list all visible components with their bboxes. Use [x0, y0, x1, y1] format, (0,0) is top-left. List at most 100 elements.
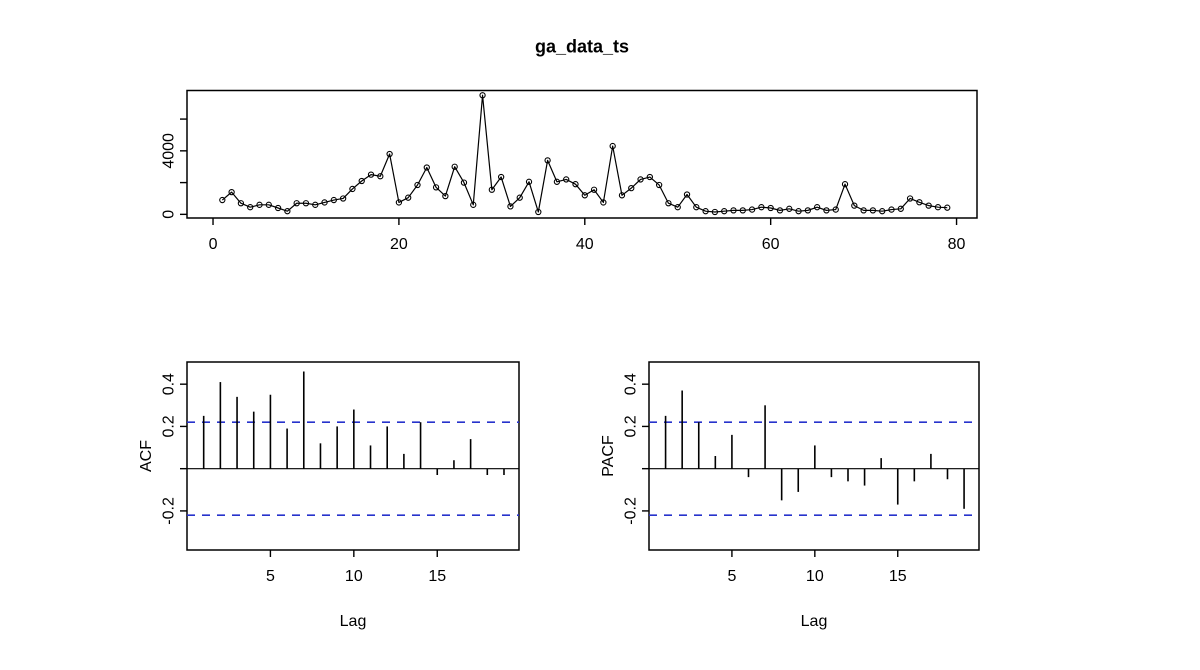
- plot-frame: [648, 361, 980, 551]
- data-point-marker: [535, 208, 542, 216]
- data-point-marker: [637, 176, 644, 183]
- pacf-y-axis-title: PACF: [600, 435, 617, 477]
- data-point-marker: [655, 181, 663, 189]
- data-point-marker: [367, 171, 375, 178]
- data-point-marker: [934, 204, 942, 211]
- data-point-marker: [841, 181, 849, 188]
- data-point-marker: [683, 191, 691, 198]
- data-point-marker: [405, 194, 412, 201]
- data-point-marker: [628, 184, 635, 192]
- data-point-marker: [497, 173, 505, 181]
- data-point-marker: [851, 202, 858, 209]
- data-point-marker: [693, 204, 700, 211]
- pacf-plot: 5 10 15 0.4 0.2 -0.2: [623, 361, 980, 585]
- data-point-marker: [395, 199, 403, 206]
- data-point-marker: [460, 179, 468, 186]
- data-point-marker: [377, 173, 384, 180]
- data-point-marker: [302, 200, 310, 207]
- data-point-marker: [442, 192, 449, 200]
- y-axis-tick-label: 0: [161, 210, 178, 219]
- data-point-marker: [423, 164, 430, 171]
- data-point-marker: [358, 177, 365, 185]
- data-point-marker: [479, 92, 486, 99]
- data-point-marker: [721, 208, 728, 215]
- y-axis-tick-label: -0.2: [623, 497, 640, 525]
- data-point-marker: [525, 178, 533, 185]
- data-point-marker: [386, 150, 393, 158]
- data-point-marker: [265, 201, 272, 208]
- data-point-marker: [739, 207, 746, 214]
- data-point-marker: [321, 199, 328, 206]
- data-point-marker: [730, 207, 737, 214]
- y-axis-tick-label: 0.4: [623, 373, 640, 395]
- data-point-marker: [581, 192, 588, 199]
- x-axis-tick-label: 20: [390, 236, 408, 253]
- data-point-marker: [470, 201, 477, 208]
- y-axis-tick-label: -0.2: [161, 497, 178, 525]
- data-point-marker: [256, 201, 263, 208]
- data-point-marker: [832, 206, 839, 213]
- data-point-marker: [879, 208, 886, 215]
- x-axis-tick-label: 15: [889, 568, 907, 585]
- data-point-marker: [665, 200, 672, 207]
- data-point-marker: [804, 207, 811, 214]
- data-point-marker: [823, 207, 830, 214]
- x-axis-tick-label: 10: [806, 568, 824, 585]
- data-point-marker: [776, 207, 784, 214]
- acf-x-axis-title: Lag: [339, 613, 367, 630]
- data-point-marker: [507, 203, 514, 210]
- data-point-marker: [646, 173, 653, 181]
- data-point-marker: [553, 178, 561, 185]
- data-point-marker: [711, 208, 719, 216]
- data-point-marker: [451, 163, 458, 170]
- y-axis-tick-label: 4000: [161, 133, 178, 169]
- pacf-x-axis-title: Lag: [800, 613, 828, 630]
- timeseries-plot: 0 20 40 60 80 0 4000: [161, 89, 978, 253]
- data-point-marker: [786, 205, 793, 212]
- data-point-marker: [544, 157, 551, 164]
- data-point-marker: [906, 195, 914, 202]
- data-point-marker: [944, 204, 951, 211]
- acf-y-axis-title: ACF: [138, 440, 155, 472]
- data-point-marker: [349, 185, 356, 193]
- data-point-marker: [888, 206, 895, 213]
- data-point-marker: [228, 188, 235, 196]
- data-point-marker: [247, 204, 254, 211]
- data-point-marker: [748, 206, 756, 213]
- data-point-marker: [795, 208, 802, 215]
- data-point-marker: [516, 194, 523, 201]
- data-point-marker: [702, 208, 709, 215]
- data-point-marker: [869, 207, 877, 214]
- data-point-marker: [609, 142, 616, 150]
- data-point-marker: [274, 204, 282, 212]
- data-point-marker: [897, 205, 904, 212]
- x-axis-tick-label: 0: [209, 236, 218, 253]
- data-point-marker: [916, 199, 923, 206]
- data-point-marker: [767, 204, 774, 212]
- data-point-marker: [860, 207, 867, 214]
- x-axis-tick-label: 5: [266, 568, 275, 585]
- data-point-marker: [414, 181, 421, 189]
- data-point-marker: [219, 196, 226, 204]
- data-point-marker: [563, 176, 570, 183]
- acf-plot: 5 10 15 0.4 0.2 -0.2: [161, 361, 520, 585]
- data-point-marker: [293, 200, 300, 207]
- y-axis-tick-label: 0.2: [161, 415, 178, 437]
- data-point-marker: [674, 204, 681, 211]
- plot-frame: [186, 89, 978, 219]
- data-point-marker: [488, 186, 495, 193]
- x-axis-tick-label: 80: [948, 236, 966, 253]
- chart-title: ga_data_ts: [534, 36, 630, 57]
- data-point-marker: [600, 199, 607, 206]
- x-axis-tick-label: 60: [762, 236, 780, 253]
- x-axis-tick-label: 5: [727, 568, 736, 585]
- series-line: [221, 94, 948, 213]
- y-axis-tick-label: 0.2: [623, 415, 640, 437]
- x-axis-tick-label: 40: [576, 236, 594, 253]
- data-point-marker: [330, 196, 337, 204]
- data-point-marker: [432, 184, 440, 191]
- data-point-marker: [813, 204, 821, 211]
- data-point-marker: [925, 202, 932, 209]
